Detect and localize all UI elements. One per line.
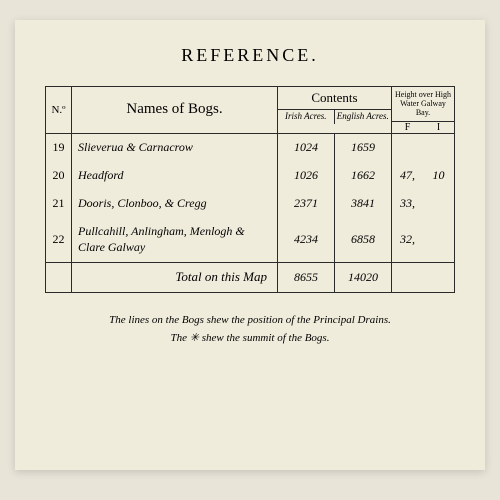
row-irish: 4234 (278, 218, 335, 262)
row-name: Headford (72, 162, 278, 190)
reference-title: REFERENCE. (45, 45, 455, 66)
row-name: Pullcahill, Anlingham, Menlogh & Clare G… (72, 218, 278, 262)
row-name: Slieverua & Carnacrow (72, 134, 278, 162)
document-page: REFERENCE. N.º Names of Bogs. Contents I… (15, 20, 485, 470)
row-no: 21 (46, 190, 72, 218)
total-irish: 8655 (278, 263, 335, 292)
row-irish: 1026 (278, 162, 335, 190)
table-row: 20 Headford 1026 1662 47, 10 (46, 162, 454, 190)
header-names: Names of Bogs. (72, 87, 277, 132)
table-header: N.º Names of Bogs. Contents Irish Acres.… (46, 87, 454, 134)
row-no: 22 (46, 218, 72, 262)
header-names-col: Names of Bogs. (72, 87, 278, 133)
caption: The lines on the Bogs shew the position … (45, 311, 455, 348)
total-label: Total on this Map (72, 263, 278, 292)
row-english: 3841 (335, 190, 392, 218)
table-row: 22 Pullcahill, Anlingham, Menlogh & Clar… (46, 218, 454, 262)
header-no: N.º (46, 87, 72, 133)
caption-line1: The lines on the Bogs shew the position … (45, 311, 455, 330)
header-height-col: Height over High Water Galway Bay. F I (392, 87, 454, 133)
row-height: 33, (392, 190, 454, 218)
table-row: 21 Dooris, Clonboo, & Cregg 2371 3841 33… (46, 190, 454, 218)
header-contents: Contents (278, 87, 391, 110)
bogs-table: N.º Names of Bogs. Contents Irish Acres.… (45, 86, 455, 293)
header-f: F (392, 122, 423, 133)
row-english: 6858 (335, 218, 392, 262)
row-irish: 2371 (278, 190, 335, 218)
row-height: 47, 10 (392, 162, 454, 190)
total-no-spacer (46, 263, 72, 292)
row-irish: 1024 (278, 134, 335, 162)
header-irish: Irish Acres. (278, 110, 335, 124)
row-name: Dooris, Clonboo, & Cregg (72, 190, 278, 218)
header-height: Height over High Water Galway Bay. (392, 87, 454, 122)
header-english: English Acres. (335, 110, 392, 124)
total-row: Total on this Map 8655 14020 (46, 262, 454, 292)
row-height (392, 134, 454, 162)
total-english: 14020 (335, 263, 392, 292)
header-i: I (423, 122, 454, 133)
row-no: 20 (46, 162, 72, 190)
row-height: 32, (392, 218, 454, 262)
row-english: 1659 (335, 134, 392, 162)
table-row: 19 Slieverua & Carnacrow 1024 1659 (46, 134, 454, 162)
caption-line2: The ✳ shew the summit of the Bogs. (45, 329, 455, 348)
height-subheaders: F I (392, 122, 454, 133)
row-english: 1662 (335, 162, 392, 190)
total-height-spacer (392, 263, 454, 292)
header-contents-col: Contents Irish Acres. English Acres. (278, 87, 392, 133)
row-no: 19 (46, 134, 72, 162)
contents-subheaders: Irish Acres. English Acres. (278, 110, 391, 124)
